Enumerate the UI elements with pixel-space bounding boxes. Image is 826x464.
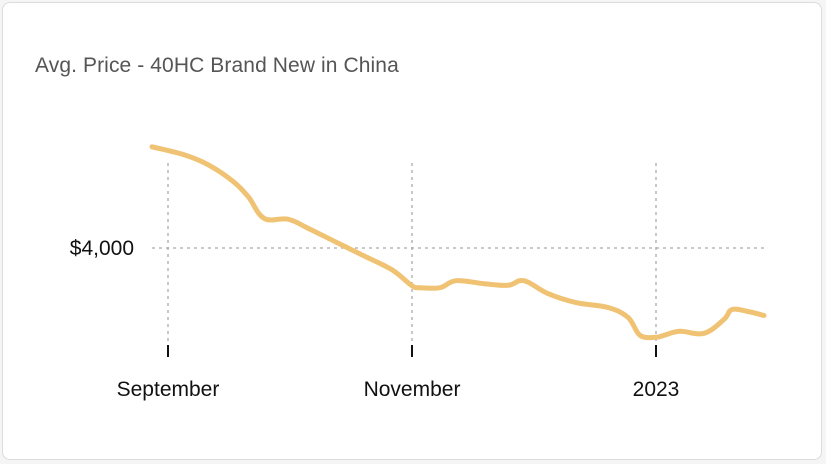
price-line [149, 144, 767, 341]
chart-card: Avg. Price - 40HC Brand New in China [2, 2, 822, 460]
x-tick-label: November [364, 378, 461, 401]
x-tick-label: 2023 [633, 378, 680, 401]
x-tick-label: September [117, 378, 220, 401]
chart-title: Avg. Price - 40HC Brand New in China [35, 54, 399, 77]
y-tick-label: $4,000 [70, 237, 134, 260]
